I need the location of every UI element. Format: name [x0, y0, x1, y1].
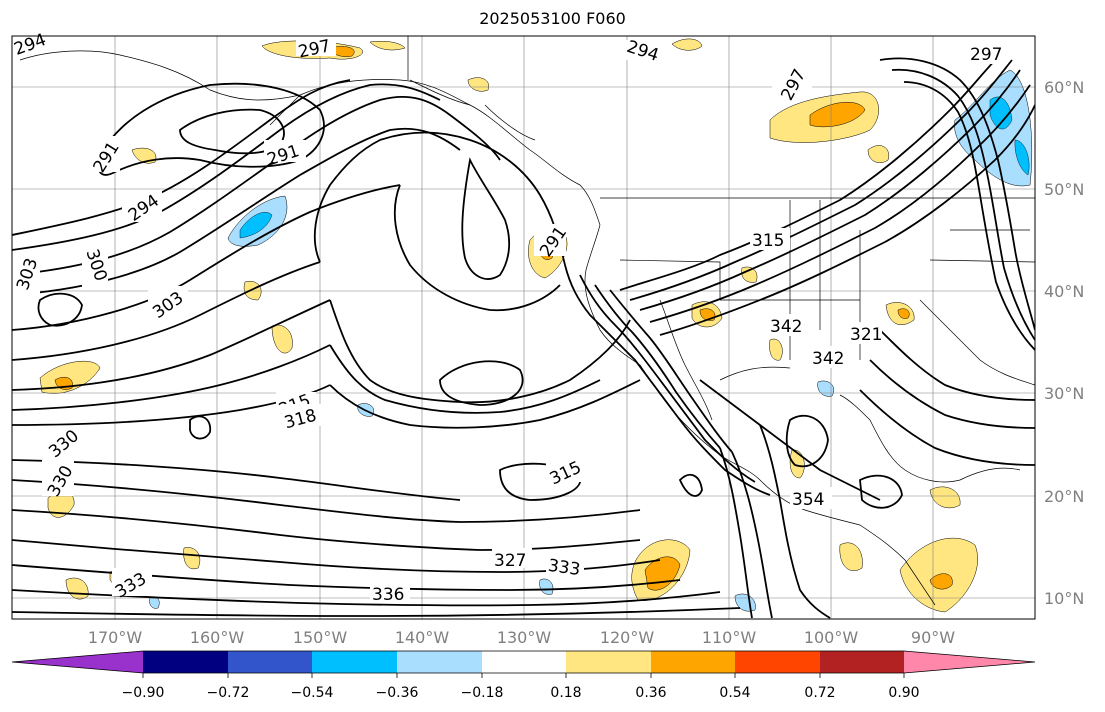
lat-label-10n: 10°N [1044, 589, 1084, 608]
colorbar-bin [651, 651, 736, 673]
colorbar-extend-low [12, 651, 143, 673]
lat-label-50n: 50°N [1044, 180, 1084, 199]
shade-blob [467, 77, 490, 92]
contours [12, 54, 1035, 619]
shade-blob [131, 147, 157, 164]
shade-blob-orange [897, 308, 910, 319]
shade-blob [867, 145, 890, 163]
contour-label-342-b: 342 [812, 349, 844, 369]
colorbar-tick: −0.72 [207, 685, 250, 701]
colorbar-bin [397, 651, 483, 673]
colorbar-bin [482, 651, 567, 673]
shade-blob [769, 338, 783, 361]
lat-label-30n: 30°N [1044, 384, 1084, 403]
shade-blob [671, 38, 703, 51]
lon-label-100w: 100°W [804, 628, 859, 647]
shade-blob-blue [817, 380, 834, 397]
contour-labels: 294 297 294 297 291 291 294 300 303 303 … [10, 30, 1008, 605]
shade-blob [789, 449, 805, 479]
shade-blob [839, 542, 863, 571]
lon-label-120w: 120°W [600, 628, 655, 647]
shade-blob [39, 361, 101, 394]
shade-blob [65, 577, 89, 600]
lat-label-20n: 20°N [1044, 487, 1084, 506]
contour-label-336: 336 [372, 585, 404, 605]
lat-label-40n: 40°N [1044, 282, 1084, 301]
colorbar: −0.90 −0.72 −0.54 −0.36 −0.18 0.18 0.36 … [11, 650, 1036, 701]
colorbar-tick: −0.90 [122, 685, 165, 701]
colorbar-tick: 0.36 [635, 685, 666, 701]
colorbar-bin [312, 651, 398, 673]
shade-blob-blue [539, 578, 554, 595]
colorbar-tick: 0.72 [804, 685, 835, 701]
map-title: 2025053100 F060 [479, 9, 626, 28]
colorbar-tick: 0.18 [550, 685, 581, 701]
contour-label-327: 327 [494, 551, 526, 571]
shade-blob [183, 547, 201, 570]
contour-label-342-a: 342 [770, 317, 802, 337]
shade-blob [271, 324, 293, 354]
shade-blob-blue [149, 596, 160, 609]
lon-label-130w: 130°W [497, 628, 552, 647]
lon-label-110w: 110°W [702, 628, 757, 647]
shade-blob-skyblue [1014, 139, 1030, 176]
contour-label-333-b: 333 [547, 556, 582, 580]
map-frame [11, 35, 1036, 620]
colorbar-bin [820, 651, 905, 673]
longitude-axis: 170°W 160°W 150°W 140°W 130°W 120°W 110°… [88, 628, 955, 647]
colorbar-bin [228, 651, 313, 673]
lon-label-150w: 150°W [293, 628, 348, 647]
colorbar-bin [735, 651, 821, 673]
shade-blob-orange [929, 573, 953, 590]
colorbar-tick: −0.54 [291, 685, 334, 701]
lon-label-140w: 140°W [395, 628, 450, 647]
colorbar-extend-high [904, 651, 1035, 673]
colorbar-tick: −0.36 [376, 685, 419, 701]
colorbar-tick: −0.18 [461, 685, 504, 701]
contour-label-297-c: 297 [970, 45, 1002, 65]
colorbar-bin [566, 651, 652, 673]
lon-label-90w: 90°W [911, 628, 955, 647]
shade-blob [929, 486, 961, 509]
shade-blob-skyblue [239, 212, 273, 239]
colorbar-bin [143, 651, 229, 673]
colorbar-tick: 0.54 [719, 685, 750, 701]
lon-label-160w: 160°W [190, 628, 245, 647]
contour-label-321: 321 [850, 325, 882, 345]
shade-blob [369, 41, 406, 51]
colorbar-tick: 0.90 [888, 685, 919, 701]
contour-label-354: 354 [792, 490, 824, 510]
lon-label-170w: 170°W [88, 628, 143, 647]
contour-label-315-c: 315 [752, 231, 784, 251]
lat-label-60n: 60°N [1044, 78, 1084, 97]
latitude-axis: 60°N 50°N 40°N 30°N 20°N 10°N [1044, 78, 1084, 608]
shade-blob [243, 280, 262, 301]
